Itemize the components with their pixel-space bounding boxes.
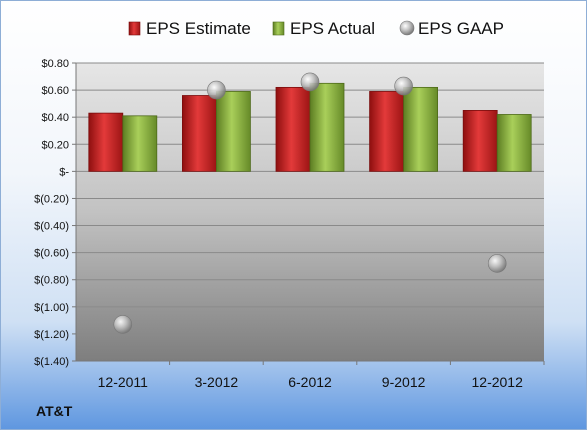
bars	[88, 82, 532, 172]
legend-swatch	[272, 21, 285, 36]
y-tick-label: $(0.80)	[34, 275, 69, 287]
marker-eps-gaap	[487, 254, 507, 273]
marker-eps-gaap	[394, 76, 413, 96]
x-tick-label: 9-2012	[382, 374, 426, 390]
legend-swatch	[128, 21, 141, 36]
bar-eps-estimate	[462, 110, 498, 172]
gaap-markers	[113, 72, 507, 334]
bar-eps-estimate	[88, 112, 124, 172]
y-tick-label: $-	[59, 166, 69, 178]
legend-label: EPS GAAP	[418, 19, 504, 38]
company-label: AT&T	[36, 403, 73, 419]
y-tick-label: $0.20	[41, 139, 69, 151]
legend-label: EPS Actual	[290, 19, 375, 38]
bar-eps-actual	[122, 115, 158, 172]
y-tick-label: $0.80	[41, 58, 69, 70]
bar-eps-estimate	[369, 91, 405, 172]
legend: EPS Estimate EPS Actual EPS GAAP	[128, 19, 504, 38]
marker-eps-gaap	[113, 315, 133, 334]
y-tick-label: $(0.20)	[34, 193, 69, 205]
x-tick-label: 12-2012	[472, 374, 524, 390]
y-tick-label: $(1.40)	[34, 356, 69, 368]
x-tick-label: 6-2012	[288, 374, 332, 390]
axes: $0.80 $0.60 $0.40 $0.20 $- $(0.20) $(0.40) $(0.…	[34, 58, 545, 390]
y-tick-label: $0.60	[41, 85, 69, 97]
x-tick-label: 3-2012	[195, 374, 239, 390]
legend-label: EPS Estimate	[146, 19, 251, 38]
marker-eps-gaap	[207, 80, 226, 100]
marker-eps-gaap	[300, 72, 320, 92]
bar-eps-estimate	[275, 86, 311, 172]
y-tick-label: $0.40	[41, 112, 69, 124]
y-tick-label: $(1.00)	[34, 302, 69, 314]
bar-eps-actual	[496, 114, 532, 172]
bar-eps-estimate	[181, 95, 217, 172]
bar-eps-actual	[215, 91, 251, 172]
x-tick-label: 12-2011	[98, 374, 149, 390]
y-tick-label: $(0.60)	[34, 248, 69, 260]
bar-eps-actual	[403, 86, 439, 172]
legend-swatch	[399, 20, 415, 36]
y-tick-label: $(0.40)	[34, 221, 69, 233]
y-tick-label: $(1.20)	[34, 329, 69, 341]
bar-eps-actual	[309, 82, 345, 172]
